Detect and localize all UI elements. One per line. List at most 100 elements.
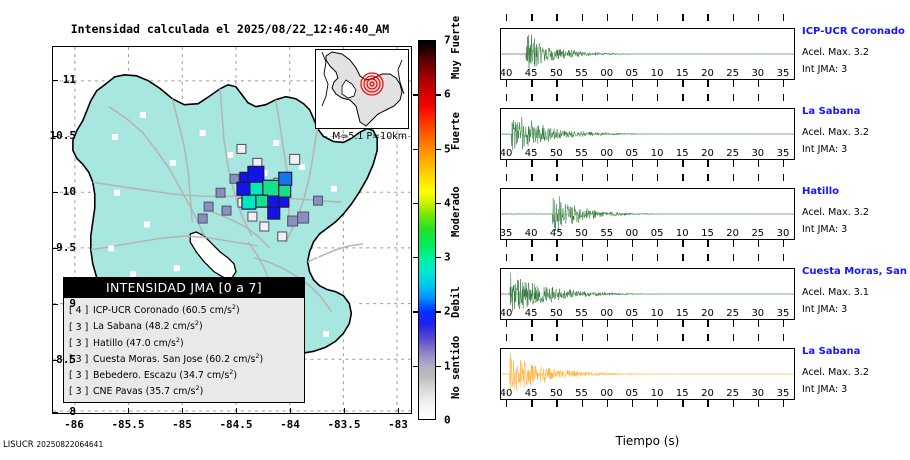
seismogram-tick-mark — [757, 160, 760, 167]
seismogram-tick-mark — [757, 334, 760, 341]
map-y-tick-label: 9 — [69, 297, 76, 310]
seismogram-tick-mark — [682, 320, 684, 327]
colorbar-category-label: No sentido — [450, 336, 462, 400]
seismogram-top-ticks — [500, 254, 795, 268]
seismogram-figure: 40 45 50 55 00 05 10 15 20 25 30 35 ICP-UCR Coronado… — [490, 0, 910, 460]
colorbar-tick-mark — [413, 202, 418, 205]
colorbar-tick-mark — [436, 257, 441, 259]
seismogram-tick-mark — [581, 240, 583, 247]
seismogram-tick-mark — [732, 14, 735, 21]
seismogram-tick-mark — [531, 94, 533, 101]
seismogram-tick-label: 45 — [549, 228, 563, 239]
seismogram-tick-label: 55 — [575, 68, 588, 79]
seismogram-tick-mark — [581, 94, 583, 101]
intensity-legend-row: [ 3 ] La Sabana (48.2 cm/s2) — [69, 319, 203, 333]
seismogram-tick-mark — [657, 14, 659, 21]
seismogram-tick-mark — [757, 14, 760, 21]
seismogram-tick-mark — [581, 174, 583, 181]
seismogram-tick-label: 05 — [625, 68, 639, 79]
colorbar-tick-mark — [436, 365, 441, 367]
seismogram-waveform — [501, 117, 794, 151]
seismogram-tick-mark — [783, 320, 785, 327]
seismogram-tick-mark — [732, 334, 735, 341]
seismogram-tick-mark — [506, 160, 508, 167]
seismogram-tick-mark — [707, 240, 709, 247]
seismogram-tick-label: 20 — [701, 308, 714, 319]
seismogram-tick-mark — [531, 254, 533, 261]
map-x-tick-label: -85 — [172, 418, 192, 431]
seismogram-waveform — [501, 353, 794, 391]
intensity-legend-box: INTENSIDAD JMA [0 a 7] [ 4 ] ICP-UCR Coro… — [63, 277, 305, 403]
seismogram-tick-mark — [732, 400, 735, 407]
seismogram-tick-mark — [631, 320, 634, 327]
intensity-colorbar: 0 1 2 3 4 5 6 7 No sentido Debil Moderado Fuerte Muy… — [413, 16, 488, 427]
seismogram-tick-label: 05 — [625, 308, 639, 319]
seismogram-tick-mark — [783, 254, 785, 261]
seismogram-tick-mark — [657, 80, 659, 87]
seismogram-tick-mark — [631, 80, 634, 87]
map-x-tick-label: -86 — [64, 418, 84, 431]
seismogram-tick-label: 35 — [776, 68, 790, 79]
event-magnitude-depth-label: M=5.1 P=10km — [332, 131, 407, 142]
seismogram-tick-mark — [707, 400, 709, 407]
seismogram-tick-mark — [581, 334, 583, 341]
seismogram-tick-mark — [707, 254, 709, 261]
seismogram-x-axis-title: Tiempo (s) — [615, 434, 680, 448]
seismogram-tick-mark — [707, 80, 709, 87]
seismogram-tick-label: 25 — [726, 388, 739, 399]
seismogram-tick-mark — [732, 80, 735, 87]
seismogram-tick-label: 45 — [524, 308, 538, 319]
seismogram-tick-mark — [682, 334, 684, 341]
seismogram-tick-mark — [531, 320, 533, 327]
seismogram-int-jma: Int JMA: 3 — [802, 304, 848, 315]
seismogram-panel: 40 45 50 55 00 05 10 15 20 25 30 35 La Sabana Acel. M… — [490, 94, 910, 174]
seismogram-tick-label: 00 — [625, 228, 639, 239]
map-x-tick-label: -84 — [280, 418, 300, 431]
seismogram-top-ticks — [500, 94, 795, 108]
seismogram-tick-label: 55 — [600, 228, 614, 239]
map-y-tick-mark — [52, 304, 58, 306]
seismogram-tick-mark — [783, 174, 785, 181]
seismogram-tick-mark — [556, 240, 558, 247]
seismogram-tick-mark — [707, 174, 709, 181]
map-plot-area: M=5.1 P=10km INTENSIDAD JMA [0 a 7] [ 4 … — [52, 46, 412, 414]
colorbar-tick-label: 5 — [444, 142, 451, 156]
colorbar-category-label: Moderado — [450, 185, 462, 237]
seismogram-int-jma: Int JMA: 3 — [802, 224, 848, 235]
colorbar-category-label: Muy Fuerte — [450, 15, 462, 80]
seismogram-tick-mark — [682, 174, 684, 181]
colorbar-tick-mark — [413, 311, 418, 313]
seismogram-tick-label: 05 — [625, 148, 639, 159]
seismogram-station-name: Hatillo — [802, 186, 840, 197]
map-y-tick-label: 11 — [62, 73, 76, 86]
seismogram-tick-mark — [657, 320, 659, 327]
seismogram-tick-label: 15 — [675, 68, 689, 79]
map-y-tick-mark — [52, 136, 58, 138]
seismogram-tick-mark — [631, 334, 634, 341]
seismogram-tick-mark — [606, 160, 609, 167]
seismogram-tick-mark — [757, 174, 760, 181]
colorbar-tick-label: 6 — [444, 87, 451, 101]
epicenter-icon — [360, 72, 384, 96]
seismogram-station-name: ICP-UCR Coronado — [802, 26, 905, 37]
seismogram-tick-mark — [506, 240, 508, 247]
seismogram-tick-label: 35 — [499, 228, 513, 239]
seismogram-tick-label: 55 — [575, 308, 588, 319]
intensity-legend-row: [ 3 ] CNE Pavas (35.7 cm/s2) — [69, 383, 204, 397]
colorbar-tick-label: 4 — [444, 196, 451, 210]
seismogram-tick-mark — [732, 94, 735, 101]
seismogram-top-ticks — [500, 174, 795, 188]
colorbar-tick-mark — [436, 202, 441, 205]
seismogram-tick-label: 20 — [701, 388, 714, 399]
seismogram-tick-mark — [657, 94, 659, 101]
seismogram-tick-mark — [732, 160, 735, 167]
map-y-tick-mark — [52, 192, 58, 194]
seismogram-int-jma: Int JMA: 3 — [802, 384, 848, 395]
colorbar-category-label: Debil — [450, 286, 462, 318]
seismogram-trace-box — [500, 268, 795, 320]
seismogram-tick-mark — [581, 254, 583, 261]
seismogram-tick-mark — [606, 94, 609, 101]
seismogram-tick-mark — [581, 14, 583, 21]
seismogram-tick-mark — [631, 400, 634, 407]
